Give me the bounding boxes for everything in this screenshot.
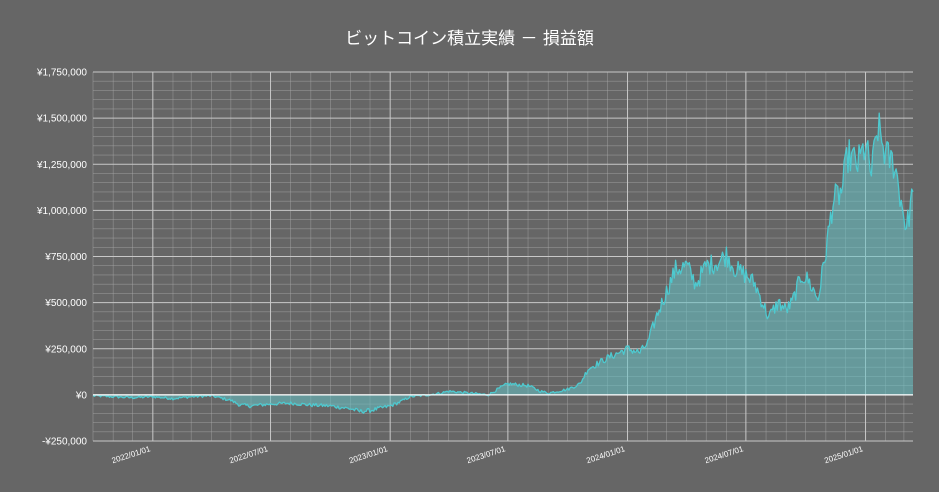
series-layer xyxy=(92,112,914,414)
series-area xyxy=(93,113,913,414)
y-tick-label: ¥250,000 xyxy=(44,344,87,355)
y-tick-label: ¥500,000 xyxy=(44,298,87,309)
series-line xyxy=(92,112,914,414)
x-tick-label: 2025/01/01 xyxy=(823,444,864,465)
x-tick-label: 2022/07/01 xyxy=(228,444,269,465)
y-tick-label: ¥1,500,000 xyxy=(36,114,87,125)
x-axis-tick-labels: 2022/01/01 2022/07/01 2023/01/01 2023/07/01… xyxy=(111,444,865,465)
y-tick-label: ¥1,250,000 xyxy=(36,160,87,171)
y-tick-label: ¥0 xyxy=(75,390,88,401)
y-axis-tick-labels: ¥1,750,000 ¥1,500,000 ¥1,250,000 ¥1,000,000… xyxy=(36,68,87,448)
x-tick-label: 2023/01/01 xyxy=(348,444,389,465)
y-tick-label: ¥750,000 xyxy=(44,252,87,263)
x-tick-label: 2023/07/01 xyxy=(466,444,507,465)
chart-title: ビットコイン積立実績 － 損益額 xyxy=(345,29,594,49)
y-tick-label: ¥1,750,000 xyxy=(36,68,87,79)
y-tick-label: ¥1,000,000 xyxy=(36,206,87,217)
y-tick-label: -¥250,000 xyxy=(42,437,87,448)
minor-gridlines xyxy=(92,72,913,441)
x-tick-label: 2024/07/01 xyxy=(704,444,745,465)
x-tick-label: 2024/01/01 xyxy=(585,444,626,465)
x-tick-label: 2022/01/01 xyxy=(111,444,152,465)
